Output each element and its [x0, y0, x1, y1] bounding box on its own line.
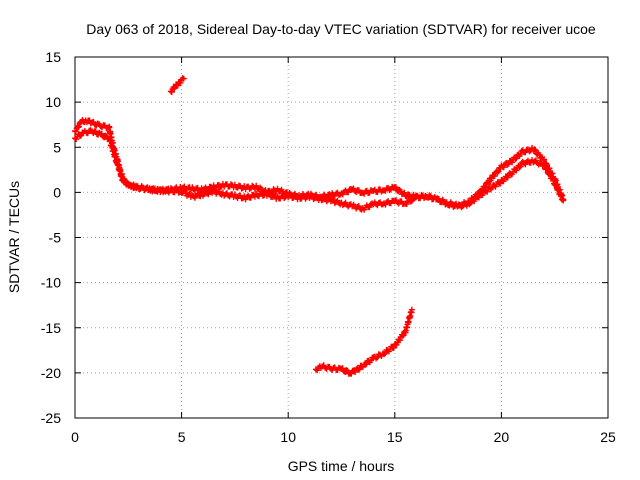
y-tick-label: -15	[41, 320, 61, 336]
data-point-markers	[347, 367, 359, 377]
y-tick-label: -25	[41, 410, 61, 426]
data-point-markers	[319, 362, 333, 372]
data-area	[72, 75, 567, 377]
data-point	[180, 75, 187, 82]
tick-marks	[74, 56, 609, 419]
data-point	[560, 197, 567, 204]
x-tick-label: 0	[71, 429, 79, 445]
data-point-markers	[445, 200, 461, 210]
x-tick-label: 25	[600, 429, 616, 445]
tick-labels: 0 5 10 15 20 25 -25 -20 -15 -10 -5 0 5 10 15	[41, 49, 616, 445]
data-point-markers	[541, 160, 557, 187]
data-point-markers	[199, 187, 216, 199]
data-point	[408, 306, 415, 313]
y-tick-label: 10	[45, 94, 61, 110]
data-point-markers	[82, 117, 94, 127]
chart-title: Day 063 of 2018, Sidereal Day-to-day VTE…	[86, 21, 596, 37]
data-point-markers	[466, 193, 482, 208]
x-tick-label: 20	[494, 429, 510, 445]
data-point-markers	[210, 186, 226, 198]
series-3	[312, 306, 415, 377]
y-tick-label: 5	[53, 139, 61, 155]
y-tick-label: 15	[45, 49, 61, 65]
y-axis-label: SDTVAR / TECUs	[6, 181, 22, 293]
x-axis-label: GPS time / hours	[288, 458, 395, 474]
data-point-markers	[551, 181, 566, 203]
data-point-markers	[487, 179, 504, 193]
data-point-markers	[509, 148, 525, 166]
grid	[75, 57, 608, 418]
data-point-markers	[509, 160, 525, 178]
data-point-markers	[114, 161, 127, 183]
data-point-markers	[106, 135, 121, 167]
data-point-markers	[127, 182, 141, 191]
data-point-markers	[89, 118, 103, 129]
data-point-markers	[242, 191, 258, 203]
data-point-markers	[402, 309, 415, 336]
y-tick-label: -10	[41, 275, 61, 291]
data-point-markers	[498, 170, 514, 185]
x-tick-label: 5	[178, 429, 186, 445]
y-tick-label: 0	[53, 184, 61, 200]
x-tick-label: 10	[280, 429, 296, 445]
y-tick-label: -20	[41, 365, 61, 381]
data-point-markers	[391, 328, 408, 348]
x-tick-label: 15	[387, 429, 403, 445]
data-point-markers	[391, 184, 408, 198]
series-1	[72, 127, 567, 213]
data-point-markers	[231, 191, 248, 202]
data-point-markers	[498, 157, 514, 171]
data-point-markers	[381, 343, 397, 358]
y-tick-label: -5	[49, 230, 62, 246]
data-point-markers	[530, 146, 547, 163]
series-2	[167, 75, 187, 95]
data-point-markers	[487, 164, 504, 184]
